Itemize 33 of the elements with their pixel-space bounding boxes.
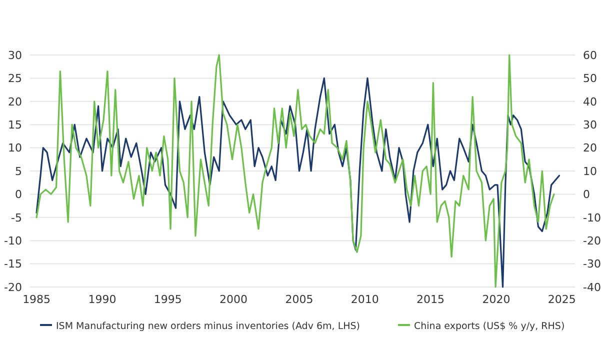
x-tick-label: 2010 (350, 293, 379, 306)
y2-tick-label: 30 (583, 118, 597, 132)
legend-label: ISM Manufacturing new orders minus inventories (Adv 6m, LHS) (56, 321, 360, 332)
y2-tick-label: -10 (583, 211, 601, 224)
y2-tick-label: 40 (583, 95, 597, 108)
y-tick-label: 30 (8, 48, 22, 62)
x-tick-label: 2025 (548, 293, 576, 306)
y2-tick-label: 50 (583, 72, 597, 86)
x-tick-label: 2000 (220, 293, 248, 306)
y-tick-label: -20 (4, 280, 22, 294)
y-tick-label: 10 (8, 142, 22, 155)
y-tick-label: -5 (11, 211, 22, 224)
x-tick-label: 1995 (154, 293, 182, 306)
y-tick-label: 15 (8, 118, 22, 132)
y2-tick-label: 10 (583, 164, 597, 178)
y2-tick-label: 60 (583, 48, 597, 62)
y-tick-label: 25 (8, 72, 22, 86)
y-tick-label: -15 (4, 258, 22, 271)
y2-tick-label: 20 (583, 142, 597, 155)
y2-tick-label: -30 (583, 258, 601, 271)
legend-label: China exports (US$ % y/y, RHS) (414, 321, 565, 332)
y-tick-label: 0 (15, 188, 22, 202)
x-tick-label: 2020 (482, 293, 510, 306)
y2-tick-label: -20 (583, 234, 601, 248)
y-tick-label: -10 (4, 234, 22, 248)
y-tick-label: 5 (15, 164, 22, 178)
y2-tick-label: 0 (583, 188, 590, 202)
y2-tick-label: -40 (583, 280, 601, 294)
y-tick-label: 20 (8, 95, 22, 108)
x-tick-label: 2015 (416, 293, 445, 306)
x-tick-label: 2005 (285, 293, 314, 306)
x-tick-label: 1985 (22, 293, 51, 306)
x-tick-label: 1990 (88, 293, 116, 306)
